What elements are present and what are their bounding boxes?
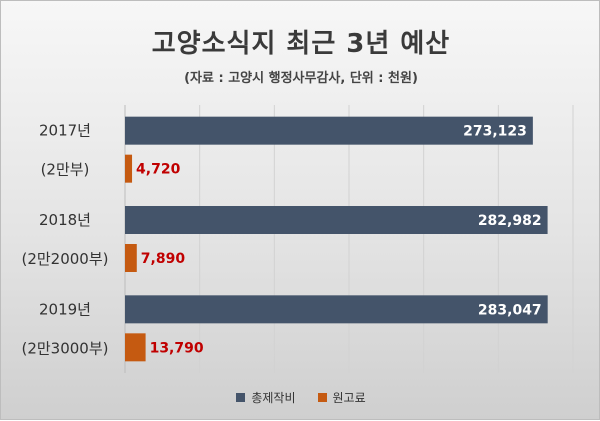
legend-swatch-total-cost — [236, 393, 246, 402]
bar-manuscript-fee — [125, 244, 137, 272]
data-label-manuscript-fee: 13,790 — [150, 340, 204, 356]
legend-label-manuscript-fee: 원고료 — [332, 391, 366, 405]
chart-title: 고양소식지 최근 3년 예산 — [151, 29, 451, 59]
category-label-year: 2018년 — [39, 211, 91, 229]
legend-label-total-cost: 총제작비 — [251, 391, 296, 405]
data-label-manuscript-fee: 4,720 — [136, 162, 181, 178]
chart-subtitle: (자료 : 고양시 행정사무감사, 단위 : 천원) — [184, 71, 418, 86]
bar-manuscript-fee — [125, 154, 133, 183]
category-label-copies: (2만부) — [41, 161, 90, 179]
category-label-year: 2017년 — [39, 122, 91, 140]
bar-manuscript-fee — [125, 333, 146, 362]
category-label-copies: (2만2000부) — [21, 250, 108, 268]
bar-total-cost — [125, 116, 533, 145]
bar-total-cost — [125, 295, 548, 324]
data-label-manuscript-fee: 7,890 — [141, 251, 186, 267]
bar-total-cost — [125, 206, 548, 234]
data-label-total-cost: 282,982 — [478, 213, 542, 229]
category-label-year: 2019년 — [39, 300, 91, 318]
data-label-total-cost: 283,047 — [478, 302, 542, 318]
legend: 총제작비 원고료 — [1, 389, 600, 406]
category-label-copies: (2만3000부) — [21, 339, 108, 357]
legend-swatch-manuscript-fee — [317, 393, 327, 402]
legend-item-manuscript-fee: 원고료 — [317, 389, 366, 406]
legend-item-total-cost: 총제작비 — [236, 389, 296, 406]
data-label-total-cost: 273,123 — [463, 124, 527, 140]
